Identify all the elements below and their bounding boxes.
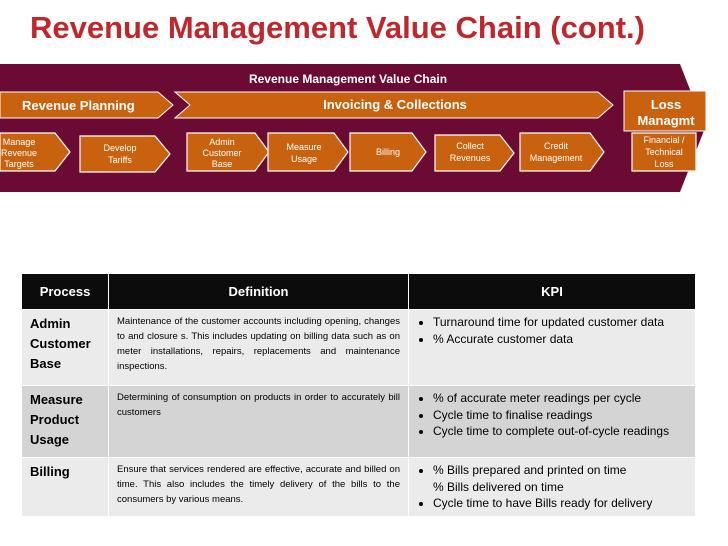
process-name-line: Usage xyxy=(30,432,70,447)
box-label: Usage xyxy=(291,154,317,164)
process-cell: Billing xyxy=(21,457,109,517)
process-name-line: Customer xyxy=(30,336,91,351)
process-box-credit-management xyxy=(519,132,605,172)
kpi-item: % of accurate meter readings per cycle xyxy=(433,390,687,407)
table-row-admin-customer-base: Admin Customer Base Maintenance of the c… xyxy=(21,309,696,386)
box-label: Tariffs xyxy=(108,155,132,165)
kpi-cell: Turnaround time for updated customer dat… xyxy=(408,309,696,386)
box-label: Financial / xyxy=(643,135,685,145)
box-label: Revenue xyxy=(1,148,37,158)
kpi-cell: % Bills prepared and printed on time % B… xyxy=(408,457,696,517)
value-chain-diagram: Revenue Management Value Chain Revenue P… xyxy=(0,64,707,192)
column-header-process: Process xyxy=(21,273,109,310)
process-name-line: Base xyxy=(30,356,62,371)
kpi-item: Turnaround time for updated customer dat… xyxy=(433,314,687,331)
definition-cell: Determining of consumption on products i… xyxy=(108,385,409,458)
stage-revenue-planning xyxy=(0,91,174,119)
process-box-financial-technical-loss xyxy=(631,132,697,172)
box-label: Develop xyxy=(103,143,136,153)
process-box-measure-usage xyxy=(267,132,349,172)
box-label: Billing xyxy=(376,147,400,157)
definition-cell: Ensure that services rendered are effect… xyxy=(108,457,409,517)
table-row-billing: Billing Ensure that services rendered ar… xyxy=(21,457,696,517)
definition-cell: Maintenance of the customer accounts inc… xyxy=(108,309,409,386)
kpi-item: % Accurate customer data xyxy=(433,331,687,348)
box-label: Manage xyxy=(3,137,36,147)
kpi-table: Process Definition KPI Admin Customer Ba… xyxy=(21,273,696,517)
process-name-line: Product xyxy=(30,412,80,427)
process-box-develop-tariffs xyxy=(79,135,171,173)
column-header-definition: Definition xyxy=(108,273,409,310)
table-header-row: Process Definition KPI xyxy=(21,273,696,310)
box-label: Targets xyxy=(4,159,34,169)
stage-loss-management xyxy=(623,90,707,132)
box-label: Technical xyxy=(645,147,683,157)
stage-invoicing-collections-label: Invoicing & Collections xyxy=(323,97,467,112)
process-box-billing xyxy=(349,132,427,172)
kpi-list: Turnaround time for updated customer dat… xyxy=(417,314,687,347)
value-chain-header: Revenue Management Value Chain xyxy=(249,72,447,86)
table-row-measure-product-usage: Measure Product Usage Determining of con… xyxy=(21,385,696,458)
box-label: Admin xyxy=(209,137,235,147)
process-box-collect-revenues xyxy=(434,134,515,172)
process-cell: Measure Product Usage xyxy=(21,385,109,458)
process-box-admin-customer-base xyxy=(186,132,270,172)
stage-loss-management-label: Loss xyxy=(651,97,681,112)
box-label: Loss xyxy=(654,159,674,169)
box-label: Base xyxy=(212,159,233,169)
box-label: Credit xyxy=(544,141,569,151)
stage-invoicing-collections xyxy=(173,91,614,119)
box-label: Measure xyxy=(286,142,321,152)
page-title: Revenue Management Value Chain (cont.) xyxy=(30,10,645,45)
kpi-cell: % of accurate meter readings per cycle C… xyxy=(408,385,696,458)
box-label: Management xyxy=(530,153,583,163)
kpi-item: Cycle time to finalise readings xyxy=(433,407,687,424)
kpi-list: % of accurate meter readings per cycle C… xyxy=(417,390,687,440)
stage-revenue-planning-label: Revenue Planning xyxy=(22,98,135,113)
kpi-item: % Bills delivered on time xyxy=(433,479,564,494)
process-name-line: Measure xyxy=(30,392,83,407)
kpi-list: % Bills prepared and printed on time % B… xyxy=(417,462,687,512)
box-label: Revenues xyxy=(450,153,491,163)
stage-loss-management-label: Managmt xyxy=(637,113,695,128)
kpi-item: Cycle time to complete out-of-cycle read… xyxy=(433,423,687,440)
box-label: Collect xyxy=(456,141,484,151)
kpi-item: % Bills prepared and printed on time xyxy=(433,462,687,479)
column-header-kpi: KPI xyxy=(408,273,696,310)
process-name-line: Billing xyxy=(30,464,70,479)
box-label: Customer xyxy=(202,148,241,158)
process-name-line: Admin xyxy=(30,316,71,331)
process-box-manage-revenue-targets xyxy=(0,132,71,172)
kpi-item: Cycle time to have Bills ready for deliv… xyxy=(433,495,687,512)
process-cell: Admin Customer Base xyxy=(21,309,109,386)
